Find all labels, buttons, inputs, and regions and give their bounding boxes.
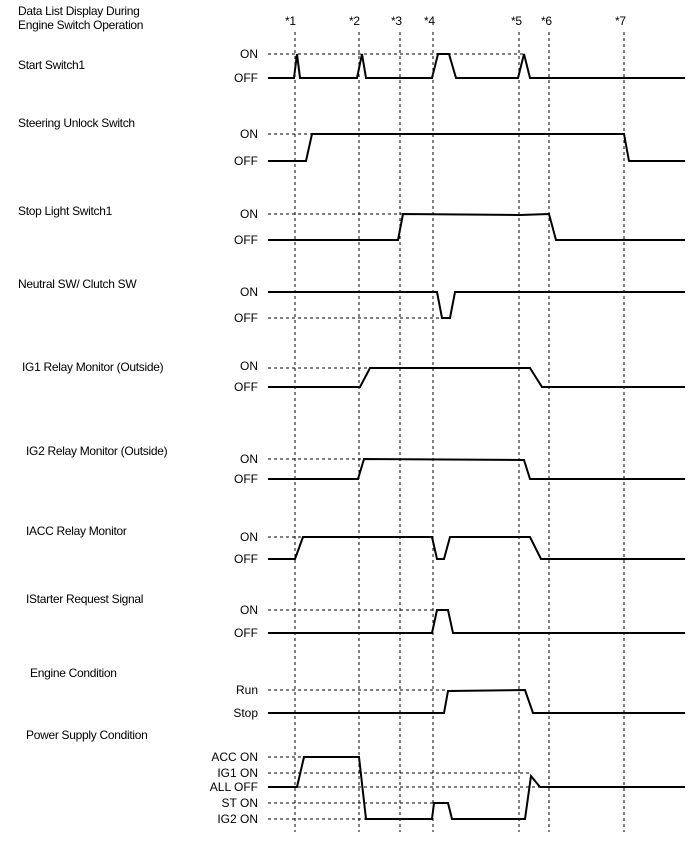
signal-label: Engine Condition [30, 666, 117, 680]
waveform-iacc-relay [268, 536, 685, 560]
waveform-steering-unlock [268, 133, 685, 162]
waveform-start-switch1 [268, 53, 685, 79]
marker-6: *6 [541, 14, 552, 28]
marker-4: *4 [424, 14, 435, 28]
waveform-starter-request [268, 609, 685, 634]
marker-5: *5 [511, 14, 522, 28]
level-label: OFF [234, 71, 258, 85]
marker-lines [294, 32, 625, 832]
waveform-power-supply [268, 756, 685, 820]
level-label: OFF [234, 311, 258, 325]
signal-label: IG1 Relay Monitor (Outside) [22, 360, 164, 374]
level-label: IG2 ON [217, 812, 258, 826]
level-label: ON [240, 603, 258, 617]
level-label: Stop [233, 706, 258, 720]
signal-label: Start Switch1 [18, 58, 85, 72]
waveform-ig1-relay [268, 367, 685, 388]
level-label: Run [235, 683, 258, 697]
level-label: OFF [234, 472, 258, 486]
level-label: OFF [234, 380, 258, 394]
waveform-ig2-relay [268, 457, 685, 480]
level-label: OFF [234, 154, 258, 168]
level-label: ON [240, 127, 258, 141]
level-label: IG1 ON [217, 766, 258, 780]
signal-label: IG2 Relay Monitor (Outside) [26, 444, 168, 458]
level-label: ON [240, 452, 258, 466]
level-label: ON [240, 207, 258, 221]
level-guides [268, 53, 540, 820]
diagram-title-line1: Data List Display During [18, 4, 140, 18]
signal-label: Neutral SW/ Clutch SW [18, 277, 137, 291]
waveform-neutral-clutch [268, 291, 685, 319]
signal-label: Power Supply Condition [26, 728, 148, 742]
signal-label: IStarter Request Signal [26, 592, 144, 606]
diagram-title-line2: Engine Switch Operation [18, 18, 144, 32]
level-label: OFF [234, 552, 258, 566]
level-label: ON [240, 285, 258, 299]
marker-3: *3 [391, 14, 402, 28]
level-label: ACC ON [211, 750, 258, 764]
marker-1: *1 [285, 14, 296, 28]
level-label: ON [240, 47, 258, 61]
level-label: ON [240, 530, 258, 544]
marker-2: *2 [349, 14, 360, 28]
level-label: ALL OFF [209, 780, 258, 794]
level-label: OFF [234, 626, 258, 640]
waveform-stop-light [268, 212, 685, 241]
level-label: ON [240, 359, 258, 373]
signal-label: Steering Unlock Switch [18, 116, 135, 130]
level-label: OFF [234, 233, 258, 247]
signal-label: Stop Light Switch1 [18, 204, 112, 218]
level-label: ST ON [221, 796, 258, 810]
signal-label: IACC Relay Monitor [26, 524, 127, 538]
marker-7: *7 [615, 14, 626, 28]
waveform-engine-condition [268, 688, 685, 714]
